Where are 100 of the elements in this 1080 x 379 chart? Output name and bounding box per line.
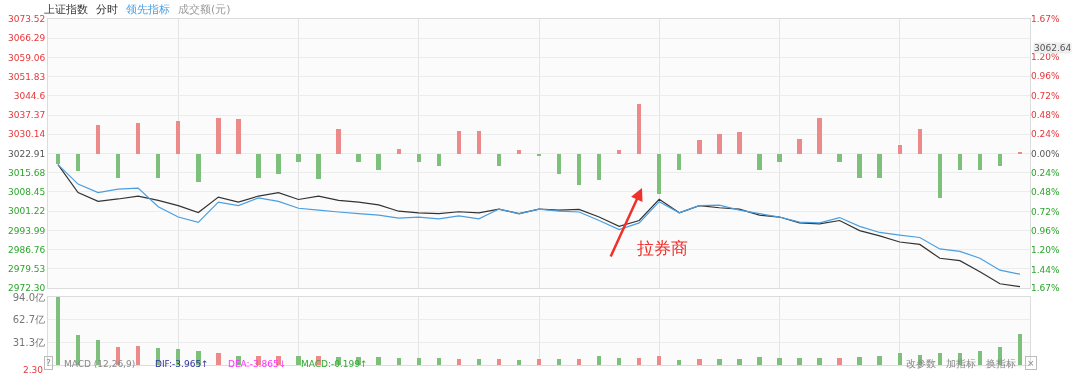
bar <box>196 154 201 182</box>
bar <box>216 353 221 365</box>
y-tick-label: 3022.91 <box>7 148 46 159</box>
y2-tick-label: 0.24% <box>1031 129 1061 140</box>
y-tick-label: 3059.06 <box>7 52 46 63</box>
bar <box>1018 334 1022 365</box>
y-tick-label: 3066.29 <box>7 33 46 44</box>
y2-tick-label: 0.96% <box>1031 225 1061 236</box>
y2-tick-label: 0.72% <box>1031 90 1061 101</box>
bar <box>477 131 481 154</box>
bar <box>757 357 762 365</box>
y-tick-label: 3051.83 <box>7 71 46 82</box>
y2-tick-label: 0.00% <box>1031 148 1061 159</box>
annotation: 改参数 <box>906 358 936 369</box>
y-tick-label: 2986.76 <box>7 244 46 255</box>
bar <box>557 359 561 365</box>
annotation: DIF:-3.965↑ <box>155 359 209 369</box>
text: 分时 <box>96 3 118 16</box>
y-tick-label: 2972.30 <box>7 283 46 294</box>
bar <box>156 154 160 178</box>
y-tick-label: 62.7亿 <box>12 314 45 326</box>
bar <box>497 359 501 365</box>
bar <box>517 360 521 365</box>
bar <box>597 356 601 365</box>
bar <box>737 359 742 365</box>
bar <box>657 356 661 365</box>
bar <box>236 119 241 154</box>
bar <box>677 154 681 170</box>
bar <box>457 131 461 154</box>
y2-tick-label: 1.44% <box>1031 264 1061 275</box>
y2-tick-label: 0.48% <box>1031 109 1061 120</box>
bar <box>978 154 982 170</box>
text: 2.30 <box>23 365 44 375</box>
y-tick-label: 2979.53 <box>7 263 46 274</box>
bar <box>797 358 802 365</box>
bar <box>697 140 702 154</box>
bar <box>76 154 80 171</box>
bar <box>717 134 722 154</box>
bar <box>376 357 381 365</box>
bar <box>617 150 621 154</box>
bar <box>216 118 221 154</box>
bar <box>417 358 421 365</box>
y-tick-label: 3044.6 <box>13 91 46 102</box>
bar <box>457 359 461 365</box>
chart-title: 上证指数 <box>44 3 88 16</box>
bar <box>437 154 441 166</box>
bar <box>256 154 261 178</box>
bar <box>958 154 962 170</box>
bar <box>857 154 862 178</box>
bar <box>116 154 120 178</box>
bar <box>296 356 301 365</box>
annotation: 拉券商 <box>637 238 688 258</box>
bar <box>877 356 882 365</box>
bar <box>356 154 361 162</box>
bar <box>757 154 762 170</box>
bar <box>176 121 180 154</box>
annotation: × <box>1027 358 1035 368</box>
bar <box>296 154 301 162</box>
bar <box>637 358 641 365</box>
bar <box>136 346 140 365</box>
y2-tick-label: 1.67% <box>1031 14 1061 25</box>
bar <box>537 359 541 365</box>
y2-tick-label: 0.72% <box>1031 206 1061 217</box>
bar <box>417 154 421 162</box>
annotation: DEA:-3.865↓ <box>228 359 287 369</box>
bar <box>397 358 401 365</box>
bar <box>998 154 1002 166</box>
bar <box>717 359 722 365</box>
bar <box>657 154 661 194</box>
y2-tick-label: 0.24% <box>1031 167 1061 178</box>
text: 3062.64 <box>1034 43 1072 53</box>
y-tick-label: 3015.68 <box>7 167 46 178</box>
bar <box>898 353 902 365</box>
bar <box>677 360 681 365</box>
text: 成交额(元) <box>178 3 231 16</box>
y-tick-label: 3073.52 <box>7 14 46 25</box>
bar <box>376 154 381 170</box>
annotation: 换指标 <box>986 358 1016 369</box>
bar <box>56 154 60 164</box>
bar <box>918 129 922 154</box>
y2-tick-label: 1.20% <box>1031 245 1061 256</box>
y2-tick-label: 0.48% <box>1031 187 1061 198</box>
bar <box>817 118 822 154</box>
bar <box>877 154 882 178</box>
bar <box>737 132 742 154</box>
y2-tick-label: 0.96% <box>1031 71 1061 82</box>
y-tick-label: 3008.45 <box>7 187 46 198</box>
bar <box>777 358 782 365</box>
bar <box>637 104 641 154</box>
bar <box>857 357 862 365</box>
y-tick-label: 31.3亿 <box>12 336 45 348</box>
y-tick-label: 3030.14 <box>7 129 46 140</box>
bar <box>938 353 942 365</box>
y2-tick-label: 1.67% <box>1031 283 1061 294</box>
bar <box>56 297 60 365</box>
y-tick-label: 3001.22 <box>7 206 46 217</box>
text: 领先指标 <box>126 3 170 16</box>
bar <box>577 359 581 365</box>
bar <box>697 359 702 365</box>
bar <box>797 139 802 154</box>
